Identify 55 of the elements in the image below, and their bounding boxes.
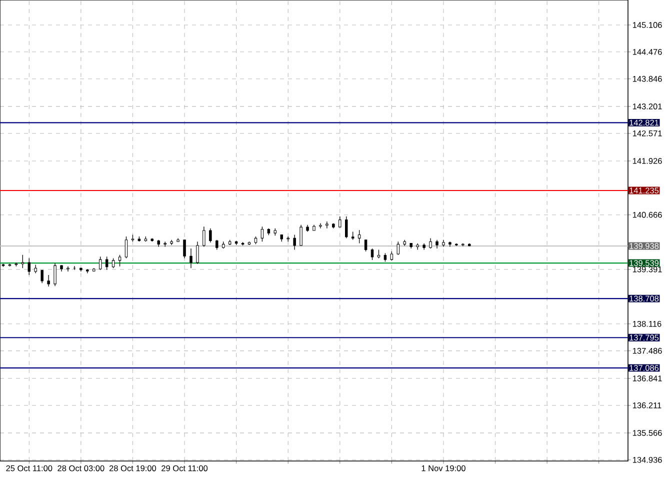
- candlestick: [47, 274, 50, 287]
- y-tick-label: 137.486: [632, 348, 662, 354]
- candlestick: [396, 241, 400, 256]
- y-tick-label: 140.666: [632, 212, 662, 218]
- candlestick: [260, 226, 264, 242]
- candlestick: [118, 254, 122, 267]
- y-tick-label: 139.391: [632, 266, 662, 272]
- candlestick: [364, 240, 368, 252]
- y-tick-label: 136.841: [632, 375, 662, 382]
- candlestick: [105, 256, 108, 270]
- y-tick-label: 142.571: [632, 130, 662, 136]
- candlestick: [98, 256, 102, 270]
- candlestick: [28, 258, 31, 276]
- x-tick-label: 28 Oct 03:00: [58, 465, 104, 472]
- candlestick: [124, 236, 128, 259]
- candlestick: [300, 224, 302, 246]
- candlestick: [429, 238, 432, 249]
- y-tick-label: 135.566: [632, 430, 662, 436]
- ref-line-label: 137.795: [630, 334, 659, 341]
- candlestick: [40, 269, 44, 284]
- ref-line-label: 138.708: [630, 296, 659, 302]
- y-tick-label: 138.116: [632, 320, 662, 327]
- y-tick-label: 143.201: [632, 104, 662, 110]
- candlestick: [338, 216, 342, 228]
- candlestick: [190, 248, 192, 268]
- candlestick: [358, 230, 361, 244]
- y-tick-label: 144.476: [632, 48, 662, 55]
- candlestick: [196, 241, 199, 264]
- candlestick: [112, 258, 115, 268]
- y-tick-label: 143.846: [632, 76, 662, 82]
- candlestick: [293, 234, 296, 250]
- candlestick: [370, 248, 374, 260]
- candlestick: [54, 263, 56, 286]
- ref-line-label: 139.938: [630, 243, 659, 249]
- x-tick-label: 29 Oct 11:00: [162, 465, 208, 472]
- y-tick-label: 145.106: [632, 22, 662, 28]
- candlestick: [66, 266, 70, 272]
- x-tick-label: 28 Oct 19:00: [109, 465, 156, 472]
- candlestick: [209, 228, 212, 243]
- ref-line-label: 139.539: [630, 260, 659, 266]
- candlestick: [345, 216, 348, 239]
- candlestick: [319, 222, 322, 229]
- y-tick-label: 141.926: [632, 158, 662, 164]
- y-tick-label: 136.211: [632, 402, 662, 408]
- candlestick: [216, 240, 218, 250]
- ref-line-label: 142.821: [630, 120, 659, 126]
- ref-line-label: 137.086: [630, 365, 659, 371]
- candlestick: [183, 240, 186, 259]
- ref-line-label: 141.235: [630, 188, 659, 194]
- x-tick-label: 25 Oct 11:00: [6, 465, 52, 472]
- candlestick: [21, 254, 24, 268]
- y-tick-label: 134.936: [632, 456, 662, 463]
- candlestick: [202, 226, 206, 248]
- x-tick-label: 1 Nov 19:00: [422, 465, 466, 472]
- candlestick: [326, 221, 328, 229]
